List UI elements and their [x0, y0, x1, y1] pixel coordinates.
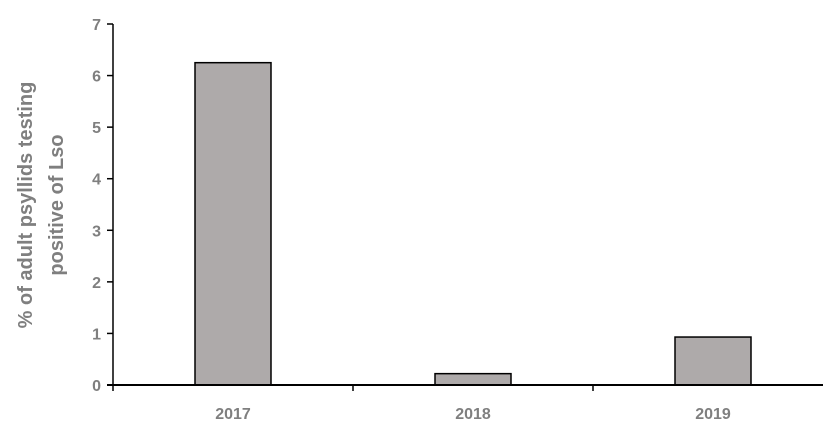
y-tick-label-1: 1 [92, 326, 101, 343]
x-tick-label-2017: 2017 [215, 406, 251, 423]
bar-2018 [434, 372, 512, 386]
y-axis-title: % of adult psyllids testing positive of … [15, 82, 68, 329]
y-axis-title-line-2: positive of Lso [46, 134, 68, 275]
y-tick-label-3: 3 [92, 223, 101, 240]
y-tick-label-4: 4 [92, 172, 101, 189]
plot-area: 0 1 2 3 4 5 6 7 2017 2018 2019 [92, 17, 823, 423]
y-tick-label-2: 2 [92, 275, 101, 292]
y-tick-label-0: 0 [92, 378, 101, 395]
x-tick-label-2018: 2018 [455, 406, 491, 423]
x-tick-label-2019: 2019 [695, 406, 731, 423]
y-tick-label-5: 5 [92, 120, 101, 137]
y-axis-title-line-1: % of adult psyllids testing [15, 82, 37, 329]
y-tick-label-7: 7 [92, 17, 101, 34]
bar-2017 [194, 61, 272, 386]
bar-2019 [674, 336, 752, 386]
y-tick-label-6: 6 [92, 69, 101, 86]
